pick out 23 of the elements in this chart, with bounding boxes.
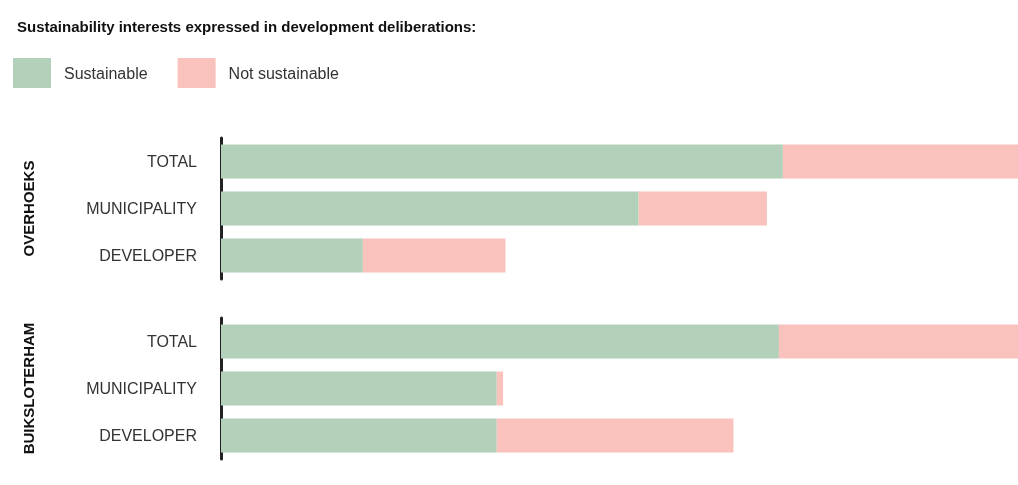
bar <box>221 238 363 273</box>
chart-title: Sustainability interests expressed in development deliberations: <box>17 18 477 35</box>
bar <box>362 238 506 273</box>
y-tick-label: TOTAL <box>146 333 198 350</box>
bar <box>221 418 497 453</box>
y-tick-label: DEVELOPER <box>99 427 197 444</box>
bar <box>221 191 639 226</box>
bar <box>221 144 783 179</box>
bar <box>778 324 1018 359</box>
y-tick-label: MUNICIPALITY <box>86 380 198 397</box>
y-axis-title: BUIKSLOTERHAM <box>20 322 37 455</box>
y-tick-label: MUNICIPALITY <box>86 200 198 217</box>
bar <box>221 324 779 359</box>
legend-label: Not sustainable <box>228 64 340 82</box>
bar <box>496 418 734 453</box>
y-axis-title: OVERHOEKS <box>20 160 37 257</box>
bar <box>782 144 1018 179</box>
y-tick-label: TOTAL <box>146 153 198 170</box>
legend-label: Sustainable <box>64 64 148 82</box>
bar <box>496 371 504 406</box>
y-tick-label: DEVELOPER <box>99 247 197 264</box>
bar <box>221 371 497 406</box>
bar <box>638 191 767 226</box>
